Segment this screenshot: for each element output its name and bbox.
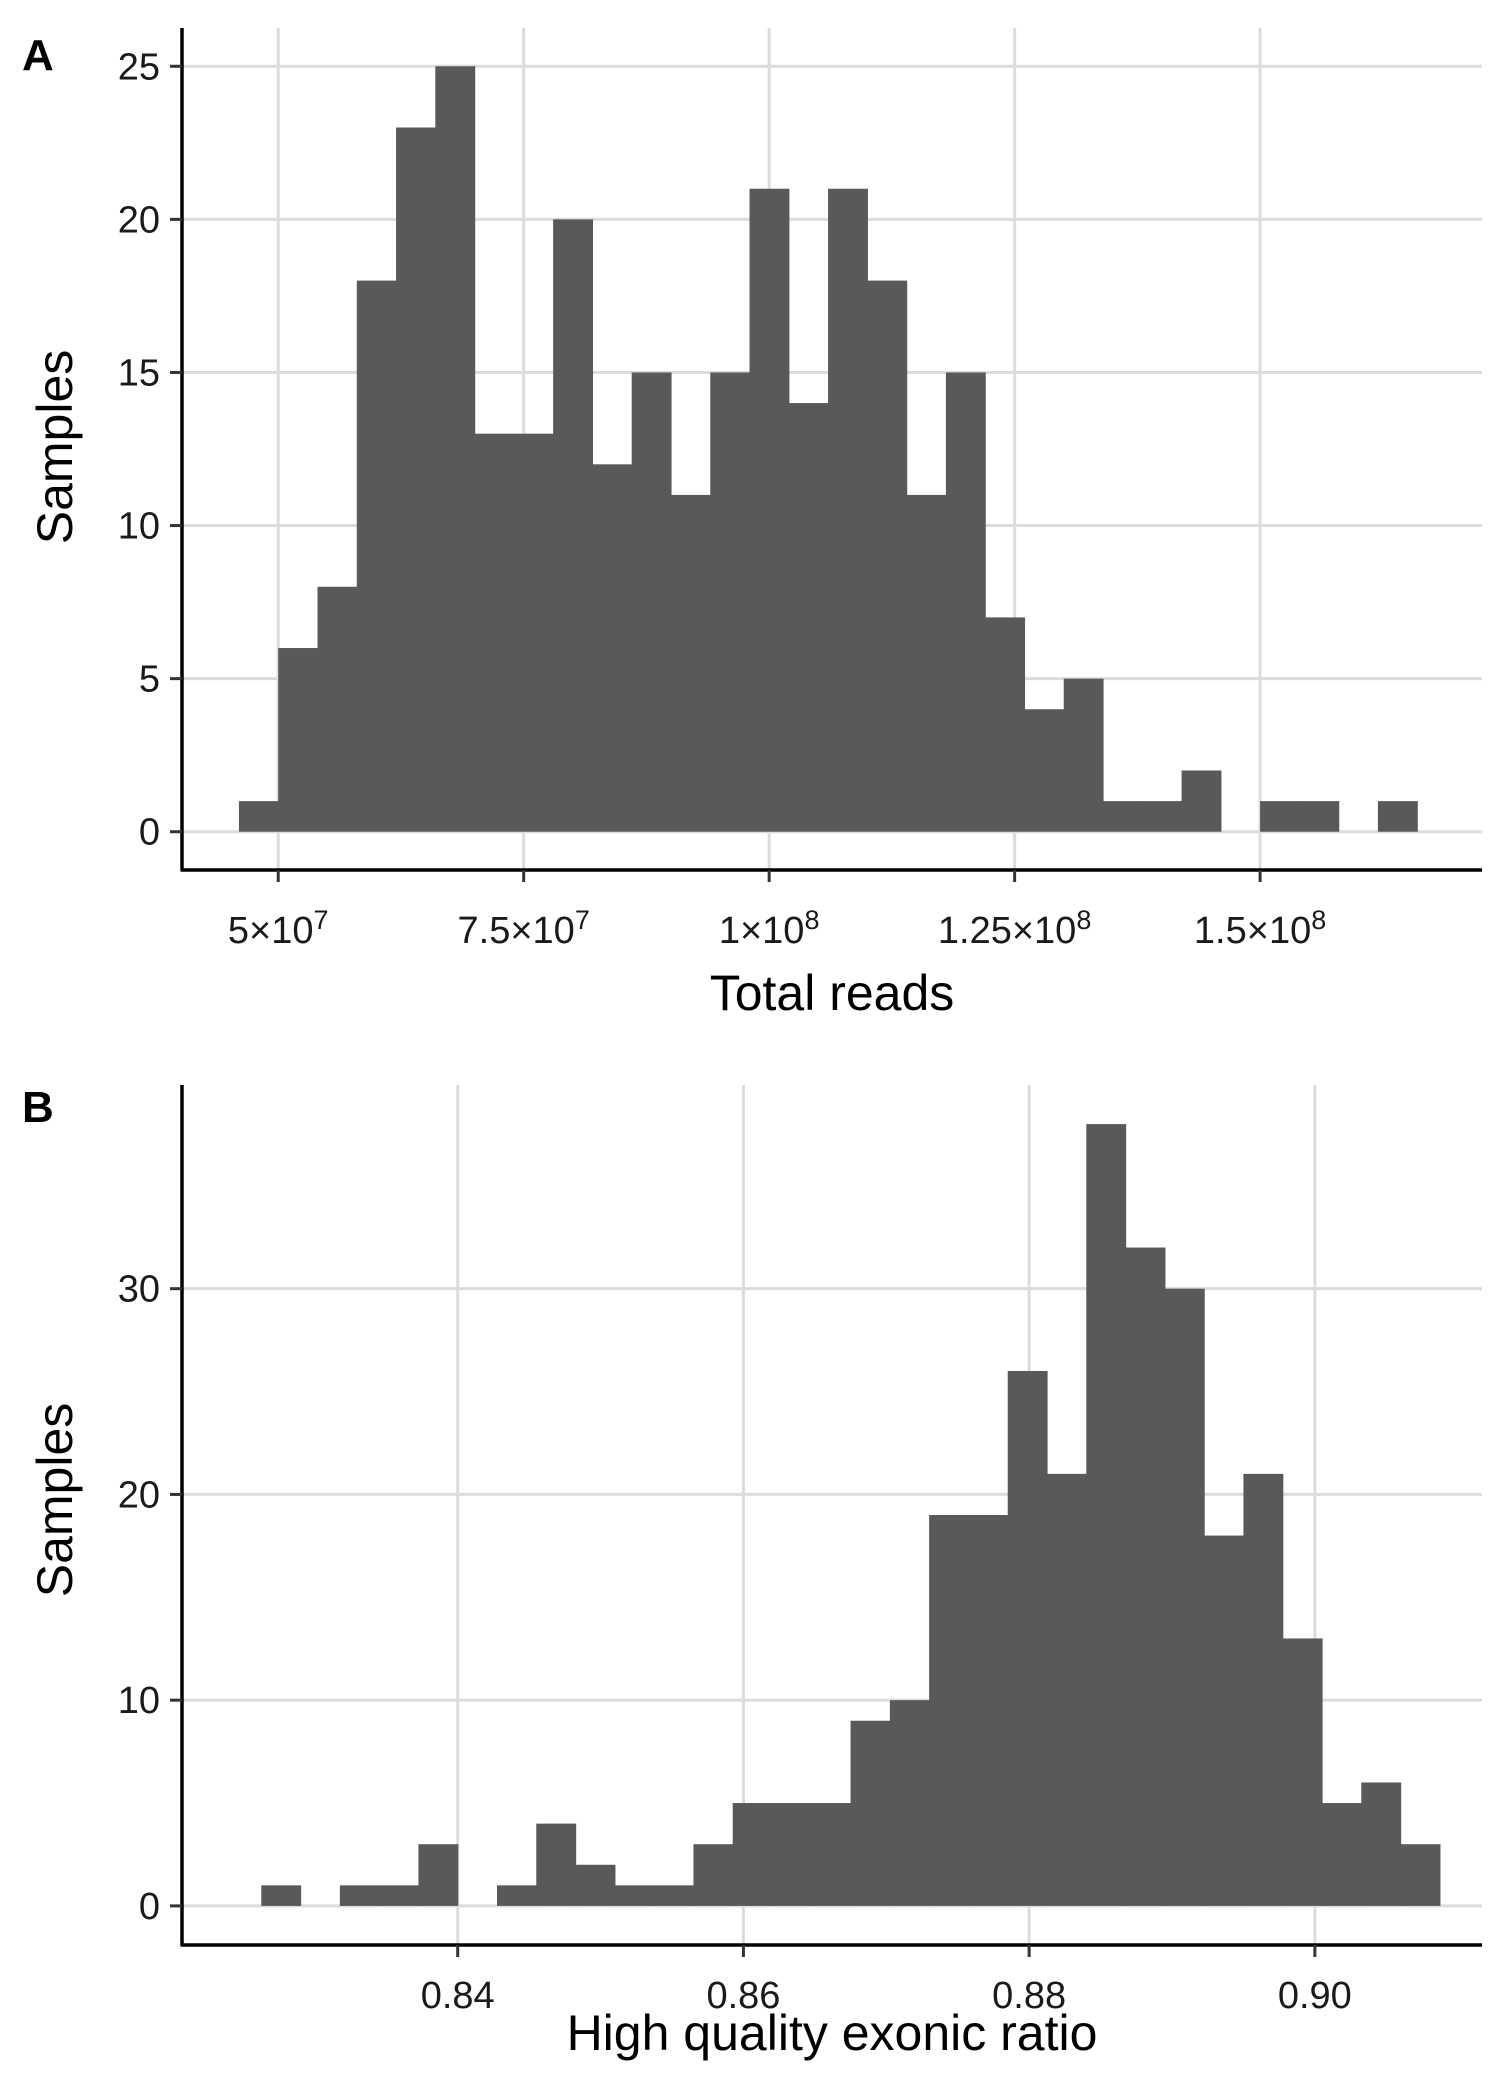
panel-a-y-ticks: 0 5 10 15 20 25	[118, 46, 182, 854]
panel-b-bar	[339, 1885, 380, 1906]
panel-b-y-tick-label: 20	[118, 1474, 160, 1516]
panel-b-bar	[968, 1515, 1009, 1906]
panel-b-y-ticks: 0 10 20 30	[118, 1269, 182, 1928]
panel-a-bar	[1299, 801, 1340, 832]
panel-a-x-tick-label: 1×108	[719, 905, 820, 952]
panel-b-bar	[732, 1803, 773, 1906]
panel-a-y-tick-label: 20	[118, 199, 160, 241]
panel-b-bar	[772, 1803, 812, 1906]
panel-a-bar	[710, 372, 751, 832]
panel-a-bar	[356, 280, 397, 832]
panel-b-x-ticks: 0.84 0.86 0.88 0.90	[421, 1945, 1352, 2017]
panel-a-bar	[828, 188, 868, 832]
panel-b-bar	[1164, 1288, 1205, 1906]
panel-b-bar	[929, 1515, 970, 1906]
panel-a-bar	[867, 280, 908, 832]
panel-b-bar	[1007, 1370, 1048, 1906]
panel-a-bar	[396, 127, 436, 832]
panel-a-bar	[1377, 801, 1418, 832]
panel-a-bar	[553, 219, 594, 832]
panel-b-bar	[889, 1700, 930, 1906]
panel-a-bar	[670, 494, 711, 832]
panel-a-x-tick-label: 1.25×108	[938, 905, 1091, 952]
panel-a-bar	[985, 617, 1026, 832]
panel-b-axes	[180, 1085, 1482, 1947]
panel-b-bar	[1243, 1473, 1284, 1906]
panel-a-bar	[513, 433, 554, 832]
panel-a: A 0 5 10 15 20 25 5×107 7.5×107 1×108 1.25×108 1.…	[22, 28, 1482, 1021]
panel-a-y-tick-label: 10	[118, 506, 160, 548]
panel-a-bar	[788, 403, 829, 832]
panel-b-bar	[1322, 1803, 1362, 1906]
panel-a-bar	[1024, 709, 1065, 832]
panel-a-x-tick-label: 1.5×108	[1194, 905, 1326, 952]
panel-a-bar	[435, 66, 476, 832]
panel-a-y-tick-label: 5	[139, 659, 160, 701]
panel-b-x-tick-label: 0.88	[992, 1975, 1066, 2017]
panel-a-bars	[238, 66, 1418, 832]
panel-b-bars	[261, 1124, 1441, 1906]
panel-b-bar	[1204, 1535, 1245, 1906]
panel-b-x-tick-label: 0.84	[421, 1975, 495, 2017]
panel-b-bar	[850, 1720, 891, 1906]
panel-b-y-tick-label: 0	[139, 1886, 160, 1928]
panel-a-bar	[317, 586, 358, 832]
panel-b-bar	[811, 1803, 852, 1906]
panel-b-bar	[536, 1823, 577, 1906]
panel-a-bar	[631, 372, 672, 832]
panel-a-bar	[1260, 801, 1300, 832]
panel-b-x-axis-title: High quality exonic ratio	[567, 2005, 1098, 2061]
panel-b-bar	[261, 1885, 302, 1906]
panel-a-bar	[278, 648, 319, 832]
panel-b-bar	[1361, 1782, 1402, 1906]
panel-b-bar	[379, 1885, 420, 1906]
panel-a-x-axis-title: Total reads	[710, 965, 955, 1021]
panel-a-bar	[1142, 801, 1183, 832]
panel-b-y-tick-label: 10	[118, 1680, 160, 1722]
panel-a-bar	[474, 433, 515, 832]
panel-a-y-tick-label: 0	[139, 812, 160, 854]
panel-b-bar	[693, 1844, 734, 1906]
panel-b: B 0 10 20 30 0.84 0.86 0.88 0.90 High quality …	[22, 1083, 1482, 2061]
panel-b-bar	[614, 1885, 655, 1906]
panel-b-bar	[1282, 1638, 1323, 1906]
panel-b-bar	[418, 1844, 459, 1906]
panel-a-bar	[1063, 678, 1104, 832]
panel-b-bar	[1086, 1124, 1127, 1906]
panel-a-label: A	[22, 31, 54, 80]
panel-a-y-tick-label: 25	[118, 46, 160, 88]
panel-a-axes	[180, 28, 1482, 872]
panel-b-bar	[1125, 1247, 1166, 1906]
panel-a-y-tick-label: 15	[118, 352, 160, 394]
panel-a-bar	[238, 801, 279, 832]
panel-b-bar	[654, 1885, 695, 1906]
panel-a-x-tick-label: 7.5×107	[458, 905, 590, 952]
panel-b-y-axis-title: Samples	[27, 1403, 83, 1598]
panel-b-bar	[497, 1885, 537, 1906]
panel-b-bar	[1400, 1844, 1441, 1906]
panel-a-bar	[1181, 770, 1222, 832]
panel-a-bar	[906, 494, 947, 832]
panel-a-bar	[592, 464, 633, 832]
panel-b-x-tick-label: 0.90	[1278, 1975, 1352, 2017]
panel-b-bar	[575, 1864, 616, 1906]
panel-a-bar	[749, 188, 790, 832]
panel-a-bar	[1102, 801, 1143, 832]
panel-b-y-tick-label: 30	[118, 1269, 160, 1311]
panel-b-label: B	[22, 1083, 54, 1132]
panel-a-x-ticks: 5×107 7.5×107 1×108 1.25×108 1.5×108	[228, 870, 1326, 952]
panel-a-x-tick-label: 5×107	[228, 905, 329, 952]
panel-b-x-tick-label: 0.86	[706, 1975, 780, 2017]
panel-b-bar	[1047, 1473, 1087, 1906]
panel-a-bar	[945, 372, 986, 832]
panel-a-y-axis-title: Samples	[27, 350, 83, 545]
